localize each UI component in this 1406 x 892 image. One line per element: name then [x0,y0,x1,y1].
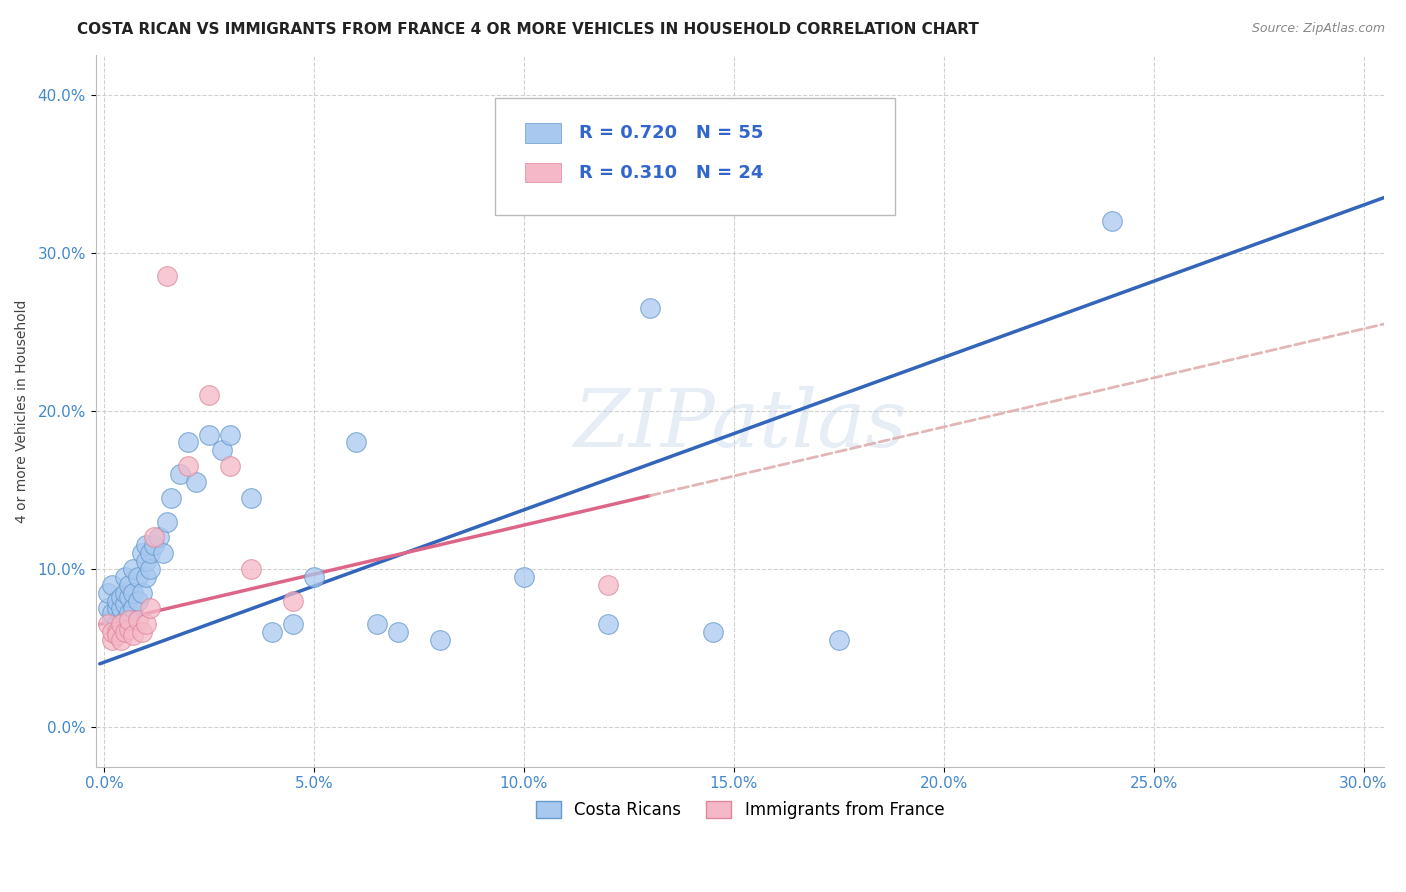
Point [114,597,136,611]
Point [281,617,304,632]
Point [239,562,262,576]
Point [114,585,136,599]
Point [127,593,149,607]
Point [177,435,200,450]
Point [143,538,166,552]
Point [105,601,128,615]
Point [105,625,128,640]
Point [702,625,724,640]
Point [1101,214,1123,228]
Point [177,459,200,474]
Point [139,601,162,615]
Point [139,562,162,576]
Point [110,591,132,605]
Point [127,570,149,584]
Point [110,601,132,615]
Point [114,613,136,627]
Point [118,591,141,605]
FancyBboxPatch shape [495,98,894,215]
Point [118,622,141,636]
Text: R = 0.720   N = 55: R = 0.720 N = 55 [579,124,763,143]
Point [114,625,136,640]
Point [110,609,132,624]
Point [513,570,536,584]
Point [97,617,120,632]
Point [101,613,124,627]
Point [118,578,141,592]
Point [198,388,221,402]
Point [186,475,208,489]
Point [131,585,153,599]
Y-axis label: 4 or more Vehicles in Household: 4 or more Vehicles in Household [15,299,30,523]
Point [118,613,141,627]
Legend: Costa Ricans, Immigrants from France: Costa Ricans, Immigrants from France [529,794,950,826]
Point [131,625,153,640]
Point [101,625,124,640]
Text: Source: ZipAtlas.com: Source: ZipAtlas.com [1251,22,1385,36]
Text: COSTA RICAN VS IMMIGRANTS FROM FRANCE 4 OR MORE VEHICLES IN HOUSEHOLD CORRELATIO: COSTA RICAN VS IMMIGRANTS FROM FRANCE 4 … [77,22,979,37]
Point [110,617,132,632]
Point [160,491,183,505]
Point [828,633,851,648]
Point [596,578,619,592]
Point [101,606,124,620]
Point [122,585,145,599]
Point [219,427,242,442]
Point [387,625,409,640]
Point [105,593,128,607]
Text: R = 0.310   N = 24: R = 0.310 N = 24 [579,163,763,182]
Point [131,546,153,560]
Point [97,585,120,599]
Point [152,546,174,560]
Point [366,617,388,632]
Point [110,633,132,648]
FancyBboxPatch shape [524,162,561,183]
Point [211,443,233,458]
Point [239,491,262,505]
Point [105,617,128,632]
Point [156,269,179,284]
Point [169,467,191,481]
Point [148,530,170,544]
Point [302,570,325,584]
FancyBboxPatch shape [524,123,561,144]
Point [139,546,162,560]
Point [135,538,157,552]
Point [114,570,136,584]
Point [122,562,145,576]
Point [135,554,157,568]
Point [429,633,451,648]
Point [118,606,141,620]
Point [156,515,179,529]
Point [219,459,242,474]
Point [105,628,128,642]
Point [596,617,619,632]
Text: ZIPatlas: ZIPatlas [574,386,907,464]
Point [101,578,124,592]
Point [638,301,661,315]
Point [344,435,367,450]
Point [127,613,149,627]
Point [143,530,166,544]
Point [135,570,157,584]
Point [122,628,145,642]
Point [281,593,304,607]
Point [122,601,145,615]
Point [198,427,221,442]
Point [638,135,661,149]
Point [135,617,157,632]
Point [260,625,283,640]
Point [97,601,120,615]
Point [101,633,124,648]
